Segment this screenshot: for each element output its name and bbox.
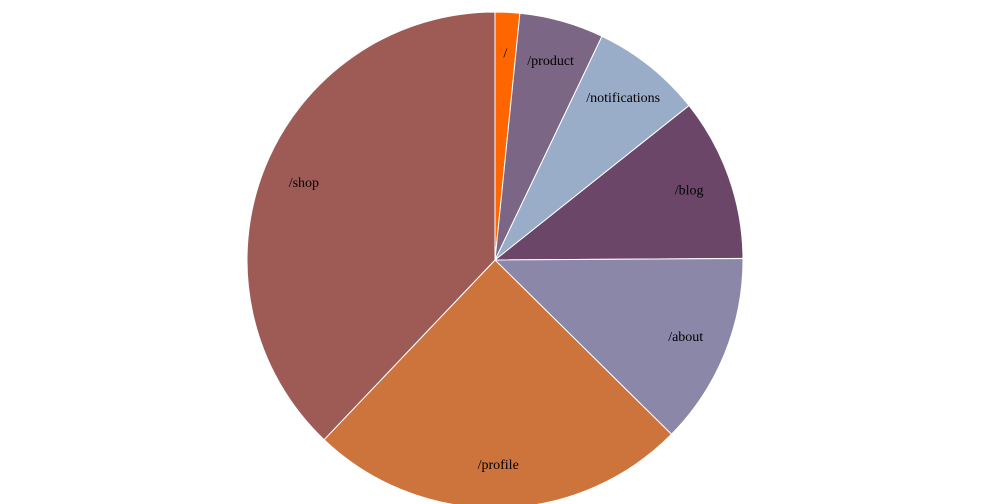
slice-label-about: /about	[668, 330, 703, 345]
slice-label-shop: /shop	[289, 176, 319, 191]
slices-layer	[246, 11, 744, 504]
slice-notifications	[494, 35, 690, 261]
slice-label-blog: /blog	[675, 184, 704, 199]
slice-label-notifications: /notifications	[586, 91, 660, 106]
slice-label-profile: /profile	[478, 458, 519, 473]
slice-label-product: /product	[527, 54, 574, 69]
slice-shop	[246, 11, 496, 441]
slice-profile	[323, 259, 673, 504]
slice-about	[493, 257, 744, 435]
slice-label-root: /	[503, 47, 507, 62]
slice-blog	[493, 104, 744, 261]
labels-layer: / /product/notifications/blog/about/profi…	[289, 47, 704, 473]
